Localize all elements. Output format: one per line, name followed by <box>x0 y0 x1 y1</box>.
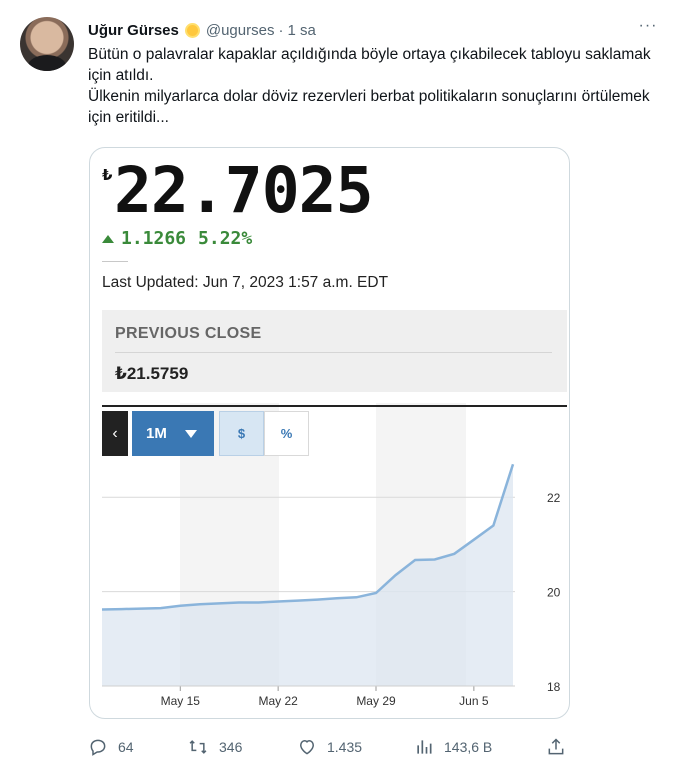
x-tick-label: May 22 <box>258 694 298 708</box>
views-icon <box>417 740 432 754</box>
chart-back-button[interactable]: ‹ <box>102 411 128 456</box>
price-change: 1.1266 5.22% <box>102 228 252 249</box>
chart-top-border <box>102 405 567 407</box>
previous-close-value: ₺21.5759 <box>115 364 189 383</box>
usd-toggle-button[interactable]: $ <box>219 411 264 456</box>
x-tick-label: May 15 <box>161 694 201 708</box>
retweet-count: 346 <box>219 739 243 755</box>
views-count: 143,6 B <box>444 739 493 755</box>
last-updated: Last Updated: Jun 7, 2023 1:57 a.m. EDT <box>102 274 389 291</box>
previous-close-box: PREVIOUS CLOSE ₺21.5759 <box>102 310 567 392</box>
series-area <box>102 464 513 686</box>
price-value: 22.7025 <box>114 154 374 227</box>
tweet-text: Bütün o palavralar kapaklar açıldığında … <box>88 44 658 128</box>
like-action[interactable]: 1.435 <box>297 736 362 758</box>
more-icon[interactable]: ··· <box>638 17 658 34</box>
avatar[interactable] <box>20 17 74 71</box>
previous-close-label: PREVIOUS CLOSE <box>115 325 262 342</box>
y-tick-label: 22 <box>547 491 561 505</box>
x-tick-label: May 29 <box>356 694 396 708</box>
sun-emoji-icon <box>184 22 201 39</box>
change-percent: 5.22% <box>198 228 253 249</box>
like-count: 1.435 <box>327 739 363 755</box>
y-tick-label: 18 <box>547 680 561 694</box>
divider <box>115 352 552 353</box>
tweet-header: Uğur Gürses @ugurses · 1 sa <box>88 19 316 41</box>
tweet-actions: 64 346 1.435 143,6 B <box>0 736 674 760</box>
share-action[interactable] <box>546 736 576 758</box>
caret-down-icon <box>184 429 197 438</box>
author-handle[interactable]: @ugurses <box>205 21 275 39</box>
percent-toggle-button[interactable]: % <box>264 411 309 456</box>
media-card[interactable]: ₺ 22.7025 1.1266 5.22% Last Updated: Jun… <box>89 147 570 719</box>
range-label: 1M <box>146 425 167 442</box>
retweet-action[interactable]: 346 <box>187 736 242 758</box>
currency-symbol: ₺ <box>102 167 113 184</box>
change-value: 1.1266 <box>121 228 187 249</box>
tweet-text-line: Ülkenin milyarlarca dolar döviz rezervle… <box>88 88 650 126</box>
price-chart: 22 20 18 May 15 May 22 May 29 Jun 5 ‹ 1M $ % <box>90 403 569 718</box>
series-line <box>101 463 515 611</box>
y-tick-label: 20 <box>547 586 561 600</box>
tweet-text-line: Bütün o palavralar kapaklar açıldığında … <box>88 46 651 84</box>
divider <box>102 261 128 262</box>
heart-icon <box>299 739 315 755</box>
author-name[interactable]: Uğur Gürses <box>88 21 179 39</box>
share-icon <box>548 738 564 755</box>
views-action[interactable]: 143,6 B <box>414 736 492 758</box>
tweet-time[interactable]: 1 sa <box>287 21 316 39</box>
up-arrow-icon <box>102 234 114 243</box>
reply-icon <box>90 739 106 756</box>
reply-count: 64 <box>118 739 134 755</box>
range-dropdown[interactable]: 1M <box>132 411 214 456</box>
retweet-icon <box>189 740 207 754</box>
reply-action[interactable]: 64 <box>88 736 134 758</box>
x-tick-label: Jun 5 <box>459 694 489 708</box>
separator-dot: · <box>278 21 284 39</box>
